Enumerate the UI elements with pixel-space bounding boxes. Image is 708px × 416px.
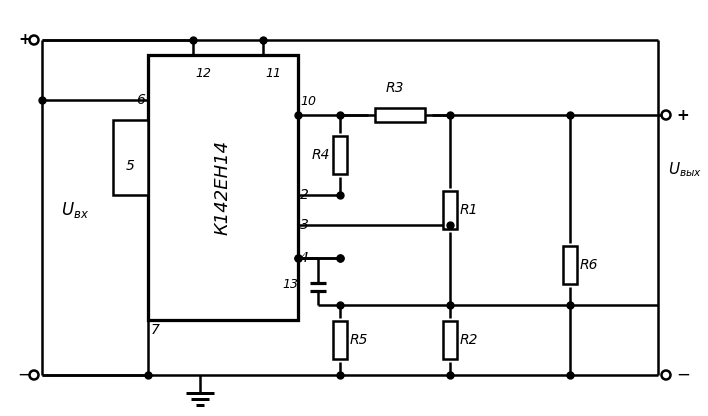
Text: 13: 13 — [282, 278, 298, 291]
Text: 6: 6 — [136, 93, 145, 107]
Text: R2: R2 — [460, 333, 479, 347]
Text: 10: 10 — [300, 95, 316, 108]
Text: 2: 2 — [300, 188, 309, 202]
Bar — [148, 55, 298, 320]
Text: 7: 7 — [151, 323, 160, 337]
Text: +: + — [18, 32, 31, 47]
Bar — [333, 321, 347, 359]
Bar — [113, 120, 148, 195]
Text: R1: R1 — [460, 203, 479, 217]
Bar — [443, 321, 457, 359]
Text: 11: 11 — [265, 67, 281, 80]
Text: R5: R5 — [350, 333, 368, 347]
Text: 3: 3 — [300, 218, 309, 232]
Text: 5: 5 — [126, 158, 135, 173]
Bar — [375, 108, 425, 122]
Text: −: − — [17, 366, 31, 384]
Text: $U_{вых}$: $U_{вых}$ — [668, 161, 702, 179]
Text: R4: R4 — [312, 148, 330, 162]
Text: К142ЕН14: К142ЕН14 — [214, 140, 232, 235]
Text: −: − — [676, 366, 690, 384]
Text: 4: 4 — [300, 251, 309, 265]
Bar — [443, 191, 457, 229]
Bar — [333, 136, 347, 174]
Text: R3: R3 — [386, 81, 404, 95]
Text: +: + — [676, 107, 689, 122]
Text: 12: 12 — [195, 67, 211, 80]
Text: R6: R6 — [580, 258, 598, 272]
Bar — [563, 246, 577, 284]
Text: $U_{вх}$: $U_{вх}$ — [61, 200, 89, 220]
